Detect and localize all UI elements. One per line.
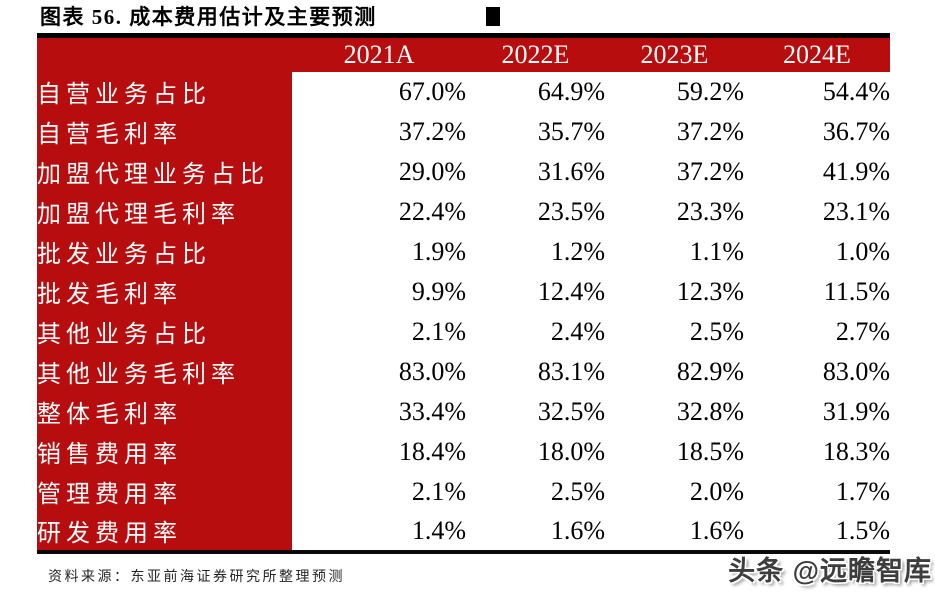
value-cell: 1.6% — [466, 511, 605, 552]
value-cell: 23.1% — [744, 191, 890, 232]
value-cell: 2.0% — [605, 471, 744, 512]
row-label: 研发费用率 — [37, 511, 292, 552]
value-cell: 1.6% — [605, 511, 744, 552]
row-label: 销售费用率 — [37, 431, 292, 472]
value-cell: 22.4% — [292, 191, 466, 232]
value-cell: 31.9% — [744, 391, 890, 432]
table-row: 其他业务占比 2.1% 2.4% 2.5% 2.7% — [37, 311, 890, 352]
table-row: 管理费用率 2.1% 2.5% 2.0% 1.7% — [37, 471, 890, 512]
table-row: 加盟代理毛利率 22.4% 23.5% 23.3% 23.1% — [37, 191, 890, 232]
value-cell: 82.9% — [605, 351, 744, 392]
value-cell: 54.4% — [744, 71, 890, 112]
value-cell: 29.0% — [292, 151, 466, 192]
header-year-2023e: 2023E — [605, 35, 744, 72]
figure-title: 图表 56. 成本费用估计及主要预测 — [40, 5, 377, 29]
value-cell: 18.4% — [292, 431, 466, 472]
header-year-2024e: 2024E — [744, 35, 890, 72]
header-year-2021a: 2021A — [292, 35, 466, 72]
value-cell: 1.4% — [292, 511, 466, 552]
table-row: 批发业务占比 1.9% 1.2% 1.1% 1.0% — [37, 231, 890, 272]
value-cell: 83.0% — [292, 351, 466, 392]
value-cell: 1.0% — [744, 231, 890, 272]
source-line: 资料来源：东亚前海证券研究所整理预测 — [48, 570, 345, 585]
value-cell: 36.7% — [744, 111, 890, 152]
value-cell: 37.2% — [605, 151, 744, 192]
value-cell: 41.9% — [744, 151, 890, 192]
value-cell: 23.3% — [605, 191, 744, 232]
value-cell: 2.5% — [466, 471, 605, 512]
value-cell: 37.2% — [292, 111, 466, 152]
value-cell: 18.3% — [744, 431, 890, 472]
row-label: 加盟代理业务占比 — [37, 151, 292, 192]
watermark-text: 头条 @远瞻智库 — [728, 556, 932, 586]
value-cell: 2.4% — [466, 311, 605, 352]
row-label: 自营毛利率 — [37, 111, 292, 152]
value-cell: 12.4% — [466, 271, 605, 312]
value-cell: 33.4% — [292, 391, 466, 432]
table-row: 销售费用率 18.4% 18.0% 18.5% 18.3% — [37, 431, 890, 472]
table-row: 研发费用率 1.4% 1.6% 1.6% 1.5% — [37, 511, 890, 552]
value-cell: 32.5% — [466, 391, 605, 432]
value-cell: 59.2% — [605, 71, 744, 112]
table-row: 自营毛利率 37.2% 35.7% 37.2% 36.7% — [37, 111, 890, 152]
value-cell: 2.1% — [292, 471, 466, 512]
forecast-table: 2021A 2022E 2023E 2024E 自营业务占比 67.0% 64.9%… — [37, 33, 890, 554]
watermark: 头条 @远瞻智库 — [728, 549, 932, 588]
value-cell: 18.5% — [605, 431, 744, 472]
table-row: 整体毛利率 33.4% 32.5% 32.8% 31.9% — [37, 391, 890, 432]
value-cell: 23.5% — [466, 191, 605, 232]
value-cell: 12.3% — [605, 271, 744, 312]
row-label: 其他业务占比 — [37, 311, 292, 352]
value-cell: 67.0% — [292, 71, 466, 112]
row-label: 整体毛利率 — [37, 391, 292, 432]
value-cell: 64.9% — [466, 71, 605, 112]
value-cell: 32.8% — [605, 391, 744, 432]
value-cell: 1.1% — [605, 231, 744, 272]
row-label: 加盟代理毛利率 — [37, 191, 292, 232]
value-cell: 1.7% — [744, 471, 890, 512]
value-cell: 2.7% — [744, 311, 890, 352]
row-label: 批发业务占比 — [37, 231, 292, 272]
table-row: 其他业务毛利率 83.0% 83.1% 82.9% 83.0% — [37, 351, 890, 392]
row-label: 其他业务毛利率 — [37, 351, 292, 392]
value-cell: 1.2% — [466, 231, 605, 272]
value-cell: 1.9% — [292, 231, 466, 272]
value-cell: 83.0% — [744, 351, 890, 392]
value-cell: 35.7% — [466, 111, 605, 152]
value-cell: 18.0% — [466, 431, 605, 472]
row-label: 自营业务占比 — [37, 71, 292, 112]
header-row: 2021A 2022E 2023E 2024E — [37, 35, 890, 72]
header-year-2022e: 2022E — [466, 35, 605, 72]
value-cell: 11.5% — [744, 271, 890, 312]
title-end-marker-icon — [486, 7, 500, 26]
table-row: 批发毛利率 9.9% 12.4% 12.3% 11.5% — [37, 271, 890, 312]
value-cell: 31.6% — [466, 151, 605, 192]
value-cell: 37.2% — [605, 111, 744, 152]
table-row: 加盟代理业务占比 29.0% 31.6% 37.2% 41.9% — [37, 151, 890, 192]
value-cell: 2.1% — [292, 311, 466, 352]
header-empty-cell — [37, 35, 292, 72]
value-cell: 83.1% — [466, 351, 605, 392]
value-cell: 2.5% — [605, 311, 744, 352]
value-cell: 1.5% — [744, 511, 890, 552]
value-cell: 9.9% — [292, 271, 466, 312]
row-label: 批发毛利率 — [37, 271, 292, 312]
row-label: 管理费用率 — [37, 471, 292, 512]
table-row: 自营业务占比 67.0% 64.9% 59.2% 54.4% — [37, 71, 890, 112]
